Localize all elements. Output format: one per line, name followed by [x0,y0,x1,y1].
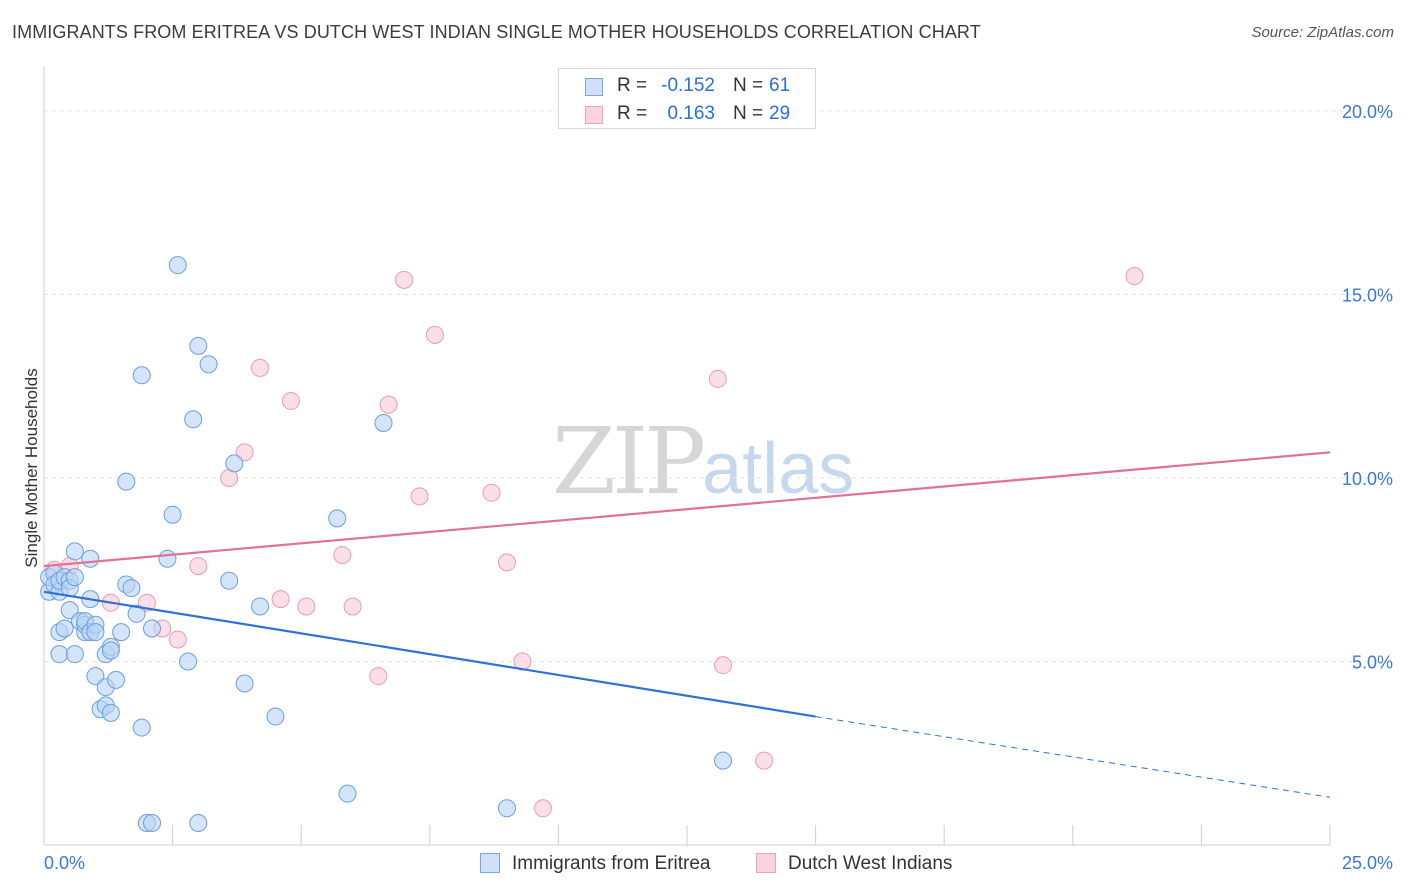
data-point-dutch-west-indians [379,395,398,414]
data-point-eritrea [112,623,131,642]
legend-label-eritrea: Immigrants from Eritrea [512,853,711,874]
watermark-zip: ZIP [552,408,706,515]
legend-r-label: R = [617,103,648,124]
data-point-eritrea [60,601,79,620]
trend-line-eritrea-extension [815,716,1331,798]
legend-swatch-pink [756,853,776,873]
legend-row-dutch-west-indians: R = 0.163 N = 29 [559,100,815,128]
legend-swatch-blue [480,853,500,873]
data-point-eritrea [117,472,136,491]
data-point-eritrea [86,623,105,642]
data-point-eritrea [189,813,208,832]
legend-label-dutch-west-indians: Dutch West Indians [788,853,953,874]
data-point-eritrea [65,645,84,664]
legend-r-value: -0.152 [661,75,715,96]
series-immigrants-from-eritrea [40,256,733,832]
data-point-eritrea [122,579,141,598]
data-point-eritrea [199,355,218,374]
data-point-dutch-west-indians [533,799,552,818]
data-point-eritrea [220,571,239,590]
data-point-eritrea [189,336,208,355]
data-point-dutch-west-indians [755,751,774,770]
data-point-eritrea [86,667,105,686]
chart-title: IMMIGRANTS FROM ERITREA VS DUTCH WEST IN… [12,22,981,42]
data-point-eritrea [235,674,254,693]
correlation-legend: R = -0.152 N = 61 R = 0.163 N = 29 [558,68,816,129]
data-point-eritrea [497,799,516,818]
data-point-eritrea [266,707,285,726]
data-point-eritrea [143,813,162,832]
legend-swatch-pink [585,106,603,124]
data-point-dutch-west-indians [1125,267,1144,286]
legend-n-value: 61 [769,75,791,96]
data-point-dutch-west-indians [251,358,270,377]
y-axis-label: Single Mother Households [22,368,41,568]
grid [44,110,1380,663]
data-point-eritrea [65,568,84,587]
data-point-dutch-west-indians [369,667,388,686]
legend-row-eritrea: R = -0.152 N = 61 [559,72,815,100]
data-point-eritrea [65,542,84,561]
series-legend: Immigrants from Eritrea Dutch West India… [0,851,1406,877]
data-point-dutch-west-indians [410,487,429,506]
tick-labels: 5.0% 10.0% 15.0% 20.0% 0.0% 25.0% [44,102,1393,873]
data-point-eritrea [338,784,357,803]
legend-n-label: N = [733,75,764,96]
data-point-eritrea [55,619,74,638]
data-point-eritrea [168,256,187,275]
data-point-dutch-west-indians [333,546,352,565]
data-point-eritrea [179,652,198,671]
legend-r-label: R = [617,75,648,96]
y-tick-label: 5.0% [1352,653,1393,673]
data-point-eritrea [132,718,151,737]
data-point-eritrea [143,619,162,638]
data-point-dutch-west-indians [235,443,254,462]
data-point-dutch-west-indians [714,656,733,675]
data-point-dutch-west-indians [271,590,290,609]
y-tick-label: 10.0% [1342,469,1393,489]
trend-lines [43,451,1331,798]
series-dutch-west-indians [45,267,1144,818]
data-point-dutch-west-indians [395,270,414,289]
data-point-eritrea [225,454,244,473]
watermark: ZIPatlas [552,408,854,515]
x-tick-label: 0.0% [44,853,85,873]
data-point-eritrea [107,670,126,689]
axes [43,66,1331,846]
data-point-dutch-west-indians [425,325,444,344]
legend-r-value: 0.163 [667,103,715,124]
data-point-dutch-west-indians [708,369,727,388]
data-point-dutch-west-indians [482,483,501,502]
y-tick-label: 20.0% [1342,102,1393,122]
data-point-eritrea [81,549,100,568]
data-point-eritrea [50,645,69,664]
data-point-eritrea [328,509,347,528]
legend-swatch-blue [585,78,603,96]
legend-n-label: N = [733,103,764,124]
trend-line-eritrea [43,590,816,718]
data-point-eritrea [158,549,177,568]
data-point-dutch-west-indians [297,597,316,616]
source-label: Source: ZipAtlas.com [1251,24,1394,41]
data-point-eritrea [714,751,733,770]
data-point-eritrea [374,413,393,432]
data-point-eritrea [251,597,270,616]
trend-line-dutch-west-indians [43,451,1331,568]
x-tick-label: 25.0% [1342,853,1393,873]
data-point-dutch-west-indians [497,553,516,572]
legend-n-value: 29 [769,103,791,124]
y-tick-label: 15.0% [1342,286,1393,306]
data-point-eritrea [184,410,203,429]
data-point-eritrea [127,604,146,623]
data-point-dutch-west-indians [343,597,362,616]
data-point-eritrea [132,366,151,385]
data-point-dutch-west-indians [281,391,300,410]
data-point-dutch-west-indians [168,630,187,649]
data-point-dutch-west-indians [189,557,208,576]
data-point-eritrea [101,703,120,722]
data-point-eritrea [101,641,120,660]
data-point-eritrea [163,505,182,524]
